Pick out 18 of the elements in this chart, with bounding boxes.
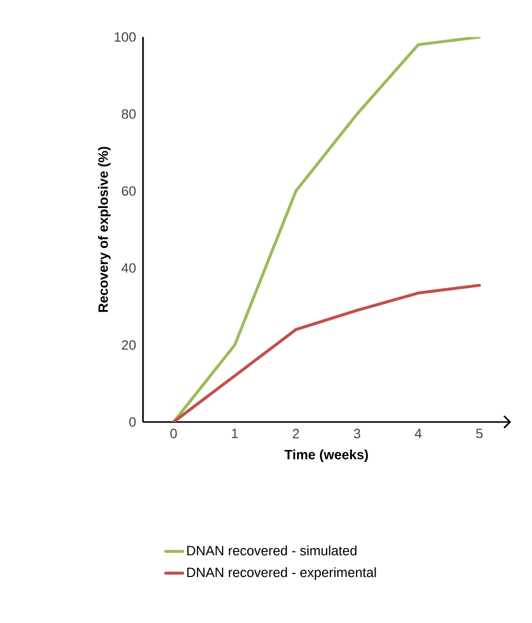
y-tick-label: 100: [114, 32, 136, 42]
x-tick-label: 2: [292, 428, 299, 438]
x-axis-title: Time (weeks): [284, 449, 368, 462]
x-tick-label: 3: [354, 428, 360, 438]
y-tick-label: 0: [129, 417, 136, 427]
y-tick-label: 80: [122, 109, 136, 119]
y-tick-label: 20: [122, 340, 136, 350]
legend-label: DNAN recovered - experimental: [187, 567, 376, 580]
line-series: [172, 36, 481, 422]
x-tick-label: 1: [232, 428, 238, 438]
x-tick-label: 0: [170, 428, 177, 438]
legend-label: DNAN recovered - simulated: [187, 546, 356, 556]
line-series: [172, 284, 481, 422]
y-axis-title: Recovery of explosive (%): [98, 146, 111, 312]
y-tick-label: 60: [122, 186, 136, 196]
x-tick-label: 4: [414, 428, 422, 438]
y-tick-label: 40: [122, 263, 136, 273]
x-tick-label: 5: [476, 428, 483, 438]
